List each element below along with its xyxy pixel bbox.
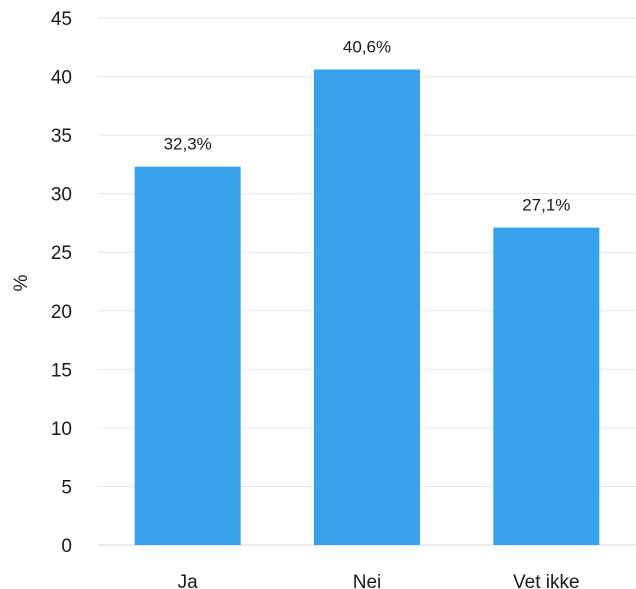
y-tick-label: 5 — [61, 477, 72, 498]
y-axis-ticks: 0 5 10 15 20 25 30 35 40 45 — [51, 9, 72, 557]
y-tick-label: 15 — [51, 360, 72, 381]
data-label: 32,3% — [164, 135, 212, 154]
y-tick-label: 10 — [51, 419, 72, 440]
y-tick-label: 35 — [51, 126, 72, 147]
data-labels: 32,3% 40,6% 27,1% — [164, 38, 571, 215]
y-tick-label: 45 — [51, 9, 72, 30]
y-tick-label: 40 — [51, 68, 72, 89]
data-label: 40,6% — [343, 38, 391, 57]
x-tick-label: Nei — [353, 572, 382, 589]
y-tick-label: 20 — [51, 302, 72, 323]
bar-ja — [134, 166, 241, 545]
x-axis-ticks: Ja Nei Vet ikke — [178, 572, 580, 589]
bar-vet-ikke — [493, 227, 600, 545]
y-axis-label: % — [11, 274, 32, 291]
x-tick-label: Vet ikke — [513, 572, 580, 589]
x-tick-label: Ja — [178, 572, 199, 589]
bars — [134, 69, 600, 545]
y-tick-label: 30 — [51, 185, 72, 206]
y-tick-label: 0 — [61, 536, 72, 557]
bar-nei — [314, 69, 420, 545]
data-label: 27,1% — [522, 196, 570, 215]
y-tick-label: 25 — [51, 243, 72, 264]
